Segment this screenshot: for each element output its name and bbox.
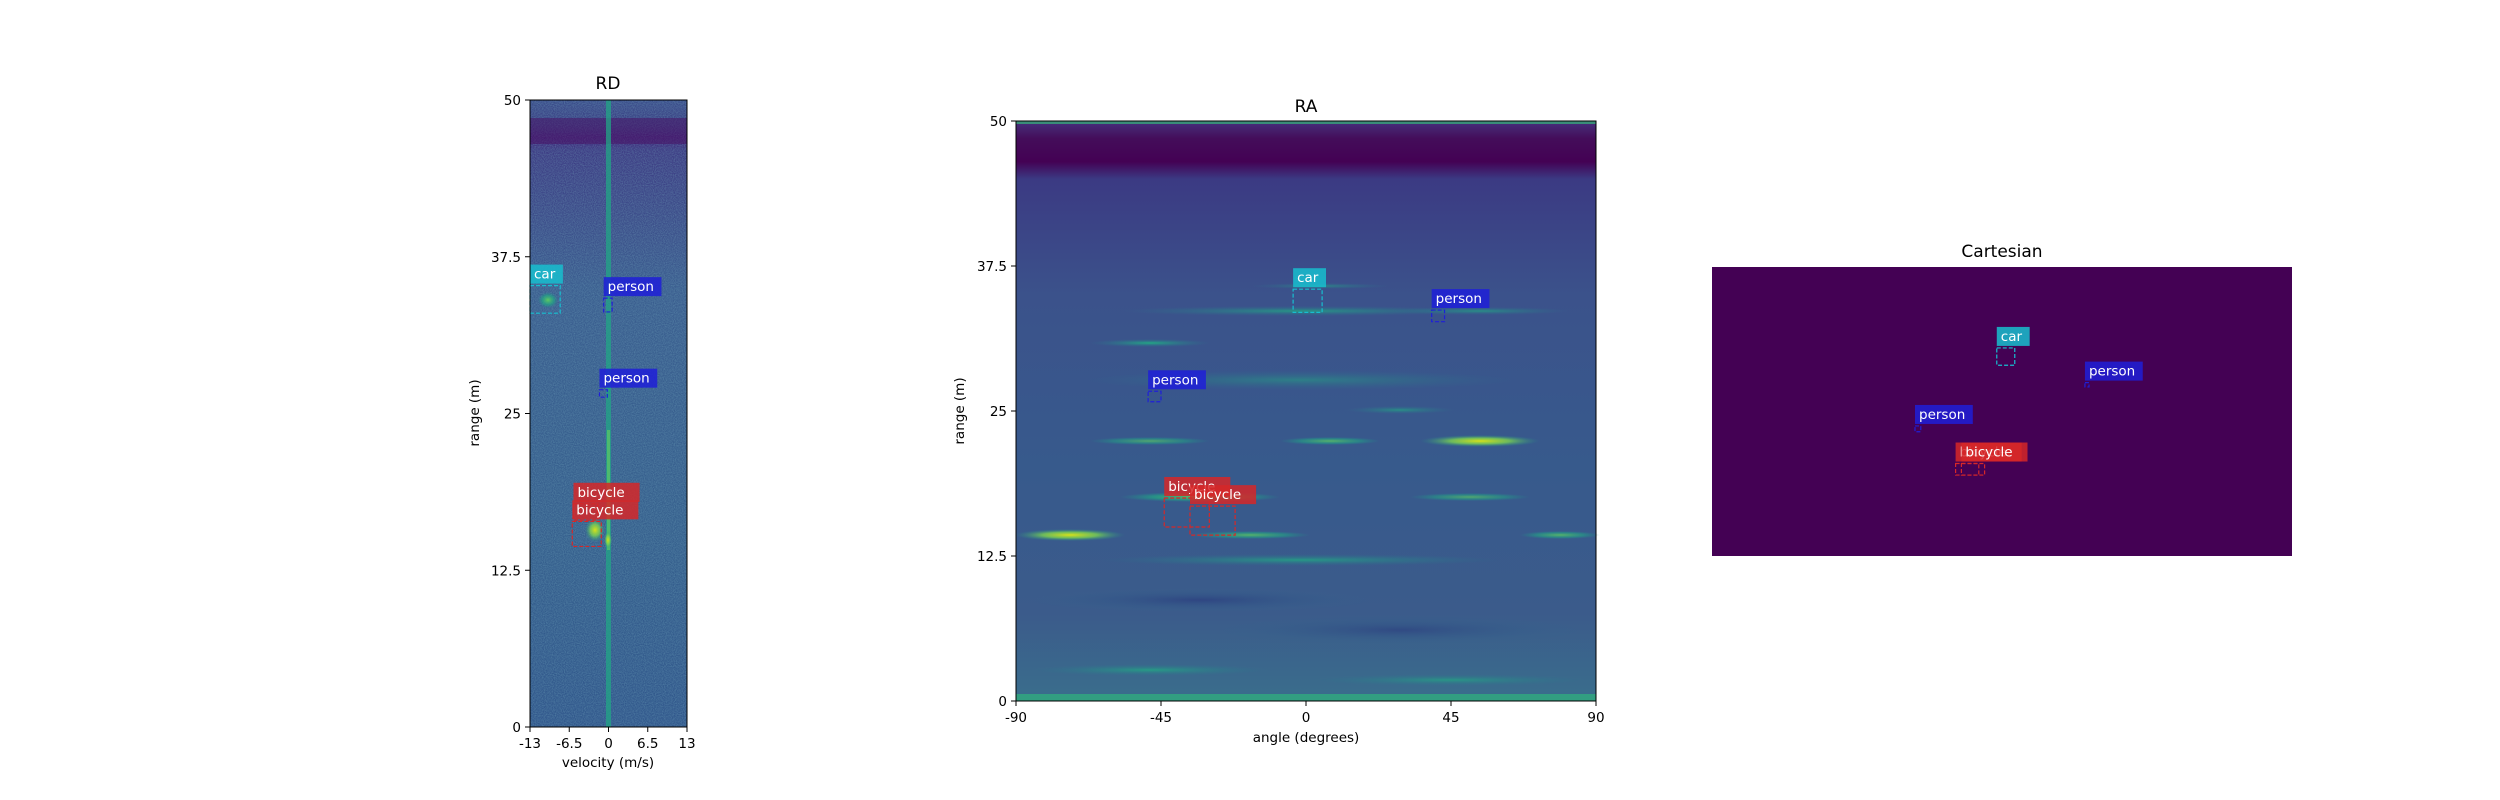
rd-y-axis: 0 12.5 25 37.5 50 range (m)	[467, 93, 530, 736]
detection-box-person	[598, 389, 608, 398]
ra-x-tick-label: -90	[1005, 710, 1027, 726]
detection-label-bg	[572, 500, 639, 520]
rd-y-tick-label: 0	[512, 720, 521, 736]
ra-x-tick-label: 90	[1587, 710, 1604, 726]
ra-y-label: range (m)	[952, 377, 968, 444]
rd-x-label: velocity (m/s)	[562, 755, 654, 771]
cartesian-heatmap	[1712, 267, 2292, 556]
detection-box-bicycle	[1189, 505, 1236, 536]
rd-y-tick-label: 50	[504, 93, 521, 109]
ra-x-tick-label: 45	[1442, 710, 1459, 726]
detection-box-car	[1292, 288, 1323, 314]
detection-box-person	[603, 297, 613, 313]
detection-box-bicycle	[571, 520, 602, 548]
detection-label-bg	[573, 482, 640, 502]
detection-label-bg	[599, 368, 658, 388]
detection-label-bg	[1293, 268, 1327, 288]
detection-box-person	[1147, 390, 1162, 403]
detection-box-person	[1431, 309, 1446, 323]
ra-x-tick-label: -45	[1150, 710, 1172, 726]
ra-x-label: angle (degrees)	[1253, 730, 1360, 746]
ra-y-tick-label: 50	[990, 114, 1007, 130]
ra-y-tick-label: 25	[990, 404, 1007, 420]
detection-label-bicycle: bicycle	[577, 485, 624, 501]
rd-y-tick-label: 25	[504, 407, 521, 423]
detection-label-person: person	[2089, 364, 2135, 380]
detection-label-person: person	[1919, 407, 1965, 423]
rd-x-tick-label: 0	[604, 736, 613, 752]
ra-title: RA	[1295, 97, 1318, 117]
detection-box-bicycle	[1954, 462, 1980, 476]
detection-label-person: person	[608, 279, 654, 295]
ra-x-tick-label: 0	[1302, 710, 1311, 726]
ra-heatmap	[1015, 121, 1600, 701]
detection-box-person	[1914, 425, 1922, 433]
rd-title: RD	[596, 74, 621, 94]
ra-y-tick-label: 12.5	[977, 549, 1007, 565]
rd-x-axis: -13 -6.5 0 6.5 13 velocity (m/s)	[519, 727, 696, 771]
detection-label-bg	[1915, 404, 1973, 424]
rd-y-tick-label: 12.5	[491, 563, 521, 579]
rd-x-tick-label: 6.5	[637, 736, 658, 752]
rd-y-tick-label: 37.5	[491, 250, 521, 266]
detection-label-car: car	[534, 267, 556, 283]
detection-label-car: car	[2001, 329, 2023, 345]
detection-label-car: car	[1297, 270, 1319, 286]
detection-label-bg	[1148, 370, 1206, 390]
rd-x-tick-label: 13	[678, 736, 695, 752]
detection-box-car	[1996, 347, 2016, 366]
rd-x-tick-label: -6.5	[556, 736, 582, 752]
cartesian-title: Cartesian	[1961, 242, 2042, 262]
detection-label-bicycle: bicycle	[1965, 445, 2012, 461]
detection-box-bicycle	[1163, 497, 1210, 528]
detection-label-bg	[603, 277, 662, 297]
ra-y-tick-label: 0	[998, 694, 1007, 710]
ra-x-axis: -90 -45 0 45 90 angle (degrees)	[1005, 701, 1605, 746]
rd-x-tick-label: -13	[519, 736, 541, 752]
detection-box-bicycle	[1960, 462, 1986, 476]
detection-label-bg	[2084, 361, 2143, 381]
detection-label-bg	[530, 264, 563, 284]
detection-box-person	[2084, 382, 2090, 388]
detection-label-bg	[1431, 289, 1490, 309]
ra-y-axis: 0 12.5 25 37.5 50 range (m)	[952, 114, 1016, 710]
ra-panel: RA car person person bicycle	[952, 97, 1605, 746]
detection-label-bg	[1996, 326, 2030, 346]
detection-label-person: person	[1152, 372, 1198, 388]
detection-label-bicycle: bicycle	[576, 502, 623, 518]
ra-y-tick-label: 37.5	[977, 259, 1007, 275]
detection-label-person: person	[603, 371, 649, 387]
detection-box-car	[529, 284, 561, 314]
rd-y-label: range (m)	[467, 379, 483, 446]
rd-heatmap	[530, 100, 687, 727]
detection-label-person: person	[1436, 291, 1482, 307]
detection-label-bg	[1961, 442, 2028, 462]
detection-label-bg	[1190, 485, 1257, 505]
detection-label-bicycle: bicycle	[1194, 487, 1241, 503]
